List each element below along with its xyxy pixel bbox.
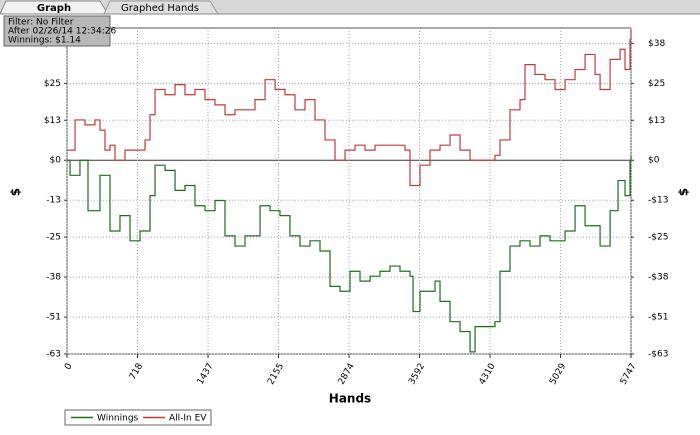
legend-label: Winnings bbox=[97, 414, 139, 424]
filter-line: Filter: No Filter bbox=[8, 18, 74, 28]
x-axis-label: Hands bbox=[329, 392, 371, 406]
y-tick-label: $0 bbox=[50, 156, 62, 166]
y-tick-label: -13 bbox=[46, 196, 61, 206]
y2-tick-label: -$51 bbox=[648, 313, 668, 323]
plot: $38$25$13$0-13-25-38-51-63$38$25$13$0-$1… bbox=[44, 27, 669, 387]
tab-graphed-hands[interactable] bbox=[103, 0, 219, 15]
y-tick-label: -51 bbox=[46, 313, 61, 323]
y2-tick-label: -$13 bbox=[648, 196, 668, 206]
tab-label[interactable]: Graph bbox=[37, 3, 71, 14]
y-axis-label: $ bbox=[9, 188, 23, 196]
y-tick-label: -63 bbox=[46, 350, 61, 360]
series-line bbox=[67, 29, 632, 187]
y2-tick-label: $25 bbox=[648, 79, 665, 89]
y2-axis-label: $ bbox=[677, 188, 691, 196]
tab-label[interactable]: Graphed Hands bbox=[121, 3, 199, 14]
series-line bbox=[67, 155, 632, 353]
y2-tick-label: $0 bbox=[648, 156, 660, 166]
legend bbox=[64, 409, 212, 426]
y2-tick-label: $13 bbox=[648, 116, 665, 126]
x-tick-label: 0 bbox=[63, 362, 75, 372]
y-tick-label: -25 bbox=[46, 233, 61, 243]
y2-tick-label: -$25 bbox=[648, 233, 668, 243]
y-tick-label: $25 bbox=[44, 79, 61, 89]
y2-tick-label: -$38 bbox=[648, 273, 669, 283]
legend-label: All-In EV bbox=[169, 414, 207, 424]
filter-line: Winnings: $1.14 bbox=[8, 36, 81, 46]
y2-tick-label: $38 bbox=[648, 39, 665, 49]
filter-box bbox=[3, 15, 111, 47]
y2-tick-label: -$63 bbox=[648, 350, 668, 360]
y-tick-label: $13 bbox=[44, 116, 61, 126]
filter-line: After 02/26/14 12:34:26 bbox=[8, 27, 116, 37]
y-tick-label: -38 bbox=[46, 273, 61, 283]
